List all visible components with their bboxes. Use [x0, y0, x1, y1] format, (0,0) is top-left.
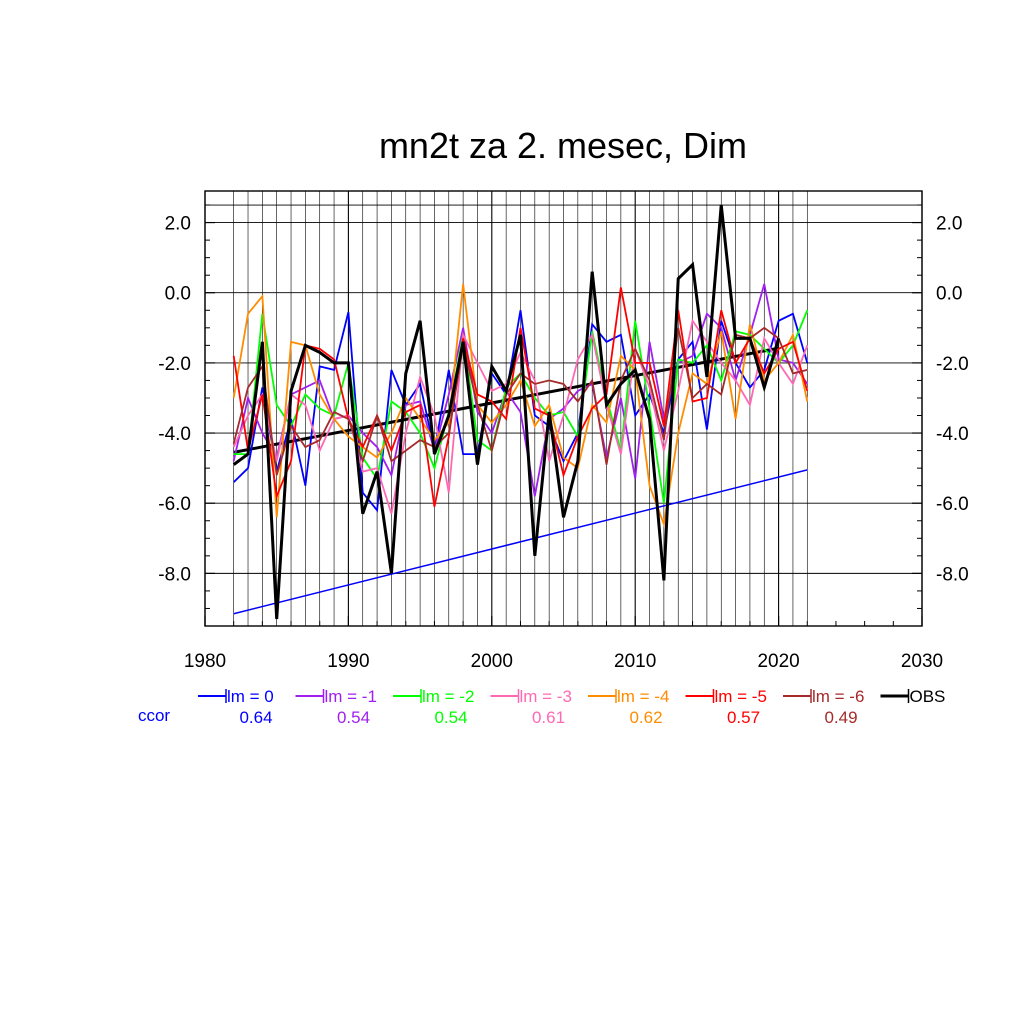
axis-ticks: 1980 1990 2000 2010 2020 2030 -8.0 -8.0 -6.0 -6.0…	[158, 204, 969, 672]
y-tick-label-left: -8.0	[158, 564, 191, 585]
ccor-value: 0.54	[337, 708, 370, 727]
x-tick-label: 1990	[327, 651, 369, 672]
x-tick-label: 1980	[184, 651, 226, 672]
ccor-value: 0.64	[239, 708, 272, 727]
y-tick-label-left: 2.0	[165, 214, 191, 235]
series-line-obs	[232, 204, 781, 620]
ccor-value: 0.61	[532, 708, 565, 727]
chart-title: mn2t za 2. mesec, Dim	[379, 125, 747, 166]
y-tick-label-right: -4.0	[936, 424, 969, 445]
legend-label: lm = -2	[422, 687, 474, 706]
series-lines	[232, 204, 809, 620]
legend-label: lm = -5	[715, 687, 767, 706]
ccor-value: 0.57	[727, 708, 760, 727]
legend-label: OBS	[910, 687, 946, 706]
x-tick-label: 2030	[901, 651, 943, 672]
y-tick-label-right: -6.0	[936, 494, 969, 515]
legend-label: lm = -3	[520, 687, 572, 706]
y-tick-label-right: 2.0	[936, 214, 962, 235]
legend-label: lm = -6	[812, 687, 864, 706]
y-tick-label-left: -2.0	[158, 354, 191, 375]
plot-frame	[204, 190, 923, 627]
ccor-value: 0.62	[629, 708, 662, 727]
x-tick-label: 2020	[757, 651, 799, 672]
trend-line	[233, 469, 808, 615]
series-line-lm-5	[232, 287, 809, 507]
y-tick-label-left: -4.0	[158, 424, 191, 445]
ccor-value: 0.54	[434, 708, 467, 727]
legend: ccor lm = 0 0.64 lm = -1 0.54 lm = -2 0.54 lm =…	[138, 687, 945, 727]
legend-label: lm = 0	[227, 687, 274, 706]
series-line-lm-6	[232, 326, 808, 476]
legend-label: lm = -1	[325, 687, 377, 706]
ccor-value: 0.49	[824, 708, 857, 727]
x-tick-label: 2010	[614, 651, 656, 672]
y-tick-label-left: 0.0	[165, 284, 191, 305]
y-tick-label-right: -2.0	[936, 354, 969, 375]
series-line-lm-0	[233, 310, 809, 513]
ccor-label: ccor	[138, 706, 170, 725]
legend-label: lm = -4	[617, 687, 669, 706]
plot-border	[204, 190, 923, 627]
y-tick-label-right: 0.0	[936, 284, 962, 305]
y-tick-label-left: -6.0	[158, 494, 191, 515]
y-tick-label-right: -8.0	[936, 564, 969, 585]
x-tick-label: 2000	[471, 651, 513, 672]
